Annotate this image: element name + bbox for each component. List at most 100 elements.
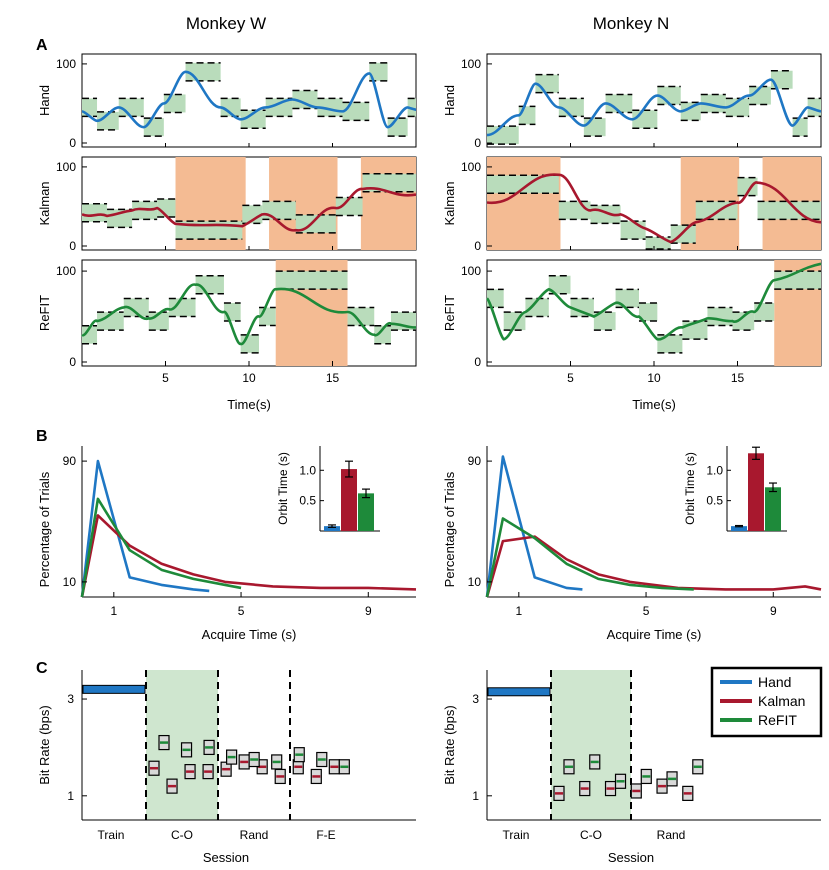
target-zone: [657, 334, 683, 353]
series-kalman: [80, 514, 417, 598]
x-tick-label: 15: [731, 371, 745, 385]
legend: Hand Kalman ReFIT: [710, 666, 823, 738]
y-tick-label: 100: [461, 160, 481, 174]
target-zone: [707, 307, 733, 326]
target-zone: [749, 86, 771, 105]
target-zone: [97, 111, 119, 130]
x-tick-label: 1: [515, 604, 522, 618]
y-tick-label: 1: [67, 789, 74, 803]
bar-refit: [765, 487, 781, 531]
legend-label-kalman: Kalman: [758, 693, 805, 709]
session-label: Train: [503, 828, 530, 842]
target-zone: [163, 94, 186, 113]
x-axis-label: Session: [608, 850, 654, 865]
target-zone: [242, 205, 263, 224]
x-tick-label: 5: [643, 604, 650, 618]
y-tick-label: 90: [468, 454, 482, 468]
target-zone: [342, 102, 370, 121]
y-tick-label: 100: [56, 57, 76, 71]
bar-kalman: [341, 469, 357, 531]
target-zone: [123, 298, 149, 317]
target-zone: [774, 271, 821, 290]
target-zone: [757, 201, 821, 220]
inset-y-axis-label: Orbit Time (s): [276, 452, 290, 525]
target-zone: [558, 201, 591, 220]
target-zone: [754, 303, 775, 321]
session-label: Rand: [240, 828, 269, 842]
y-tick-label: 0: [69, 355, 76, 369]
x-axis-label: Session: [203, 850, 249, 865]
y-tick-label: 0: [69, 136, 76, 150]
bar-refit: [358, 493, 374, 531]
y-axis-label: ReFIT: [37, 295, 52, 331]
panel-a-axes-refit: 0 100 ReFIT 5 10 15 Time(s): [37, 259, 417, 412]
bar-kalman: [748, 453, 764, 531]
panel-b-axes: 10 90 1 5 9 Acquire Time (s) Percentage of Tri…: [442, 446, 822, 642]
target-zone: [265, 98, 293, 117]
x-axis-label: Time(s): [227, 397, 271, 412]
y-tick-label: 100: [461, 264, 481, 278]
target-zone: [185, 62, 221, 81]
target-zone: [292, 90, 318, 109]
x-axis-label: Acquire Time (s): [607, 627, 702, 642]
series-refit: [80, 497, 242, 598]
train-hand-rate: [487, 687, 551, 697]
panel-b-axes: 10 90 1 5 9 Acquire Time (s) Percentage of Tri…: [37, 446, 417, 642]
series-kalman: [485, 535, 822, 598]
series-refit: [485, 517, 694, 598]
y-tick-label: 100: [56, 160, 76, 174]
x-tick-label: 10: [647, 371, 661, 385]
trace-hand: [81, 70, 417, 129]
legend-label-hand: Hand: [758, 674, 791, 690]
y-tick-label: 0: [69, 239, 76, 253]
legend-label-refit: ReFIT: [758, 712, 797, 728]
inset-bar-chart: 0.5 1.0 Orbit Time (s): [276, 446, 380, 532]
target-zone: [168, 298, 196, 317]
target-zone: [645, 237, 671, 249]
session-label: Rand: [657, 828, 686, 842]
panel-a-axes-kalman: 0 100 Kalman: [37, 156, 417, 253]
x-tick-label: 10: [242, 371, 256, 385]
target-zone: [570, 298, 594, 317]
target-zone: [620, 221, 646, 240]
x-tick-label: 5: [567, 371, 574, 385]
x-tick-label: 5: [162, 371, 169, 385]
target-zone: [275, 271, 348, 290]
target-zone: [792, 118, 808, 137]
target-zone: [525, 298, 549, 317]
inset-bar-chart: 0.5 1.0 Orbit Time (s): [683, 446, 787, 532]
target-zone: [770, 70, 793, 89]
y-axis-label: Kalman: [442, 181, 457, 225]
y-tick-label: 100: [56, 264, 76, 278]
panel-a-axes-refit: 0 100 ReFIT 5 10 15 Time(s): [442, 259, 822, 412]
bar-hand: [324, 526, 340, 531]
target-zone: [605, 94, 633, 113]
target-zone: [369, 62, 388, 81]
target-zone: [737, 177, 758, 196]
session-label: C-O: [580, 828, 602, 842]
y-tick-label: 10: [468, 575, 482, 589]
train-hand-rate: [82, 684, 146, 694]
bar-hand: [731, 526, 747, 531]
x-tick-label: 9: [770, 604, 777, 618]
y-axis-label: Bit Rate (bps): [442, 705, 457, 784]
orbit-region: [487, 157, 561, 250]
x-axis-label: Time(s): [632, 397, 676, 412]
target-zone: [335, 197, 363, 216]
trace-kalman: [486, 173, 822, 244]
title-monkey-n: Monkey N: [593, 14, 670, 33]
y-axis-label: Hand: [442, 85, 457, 116]
target-zone: [82, 203, 108, 222]
target-zone: [82, 325, 98, 344]
y-axis-label: Bit Rate (bps): [37, 705, 52, 784]
orbit-region: [360, 157, 416, 250]
y-tick-label: 1: [472, 789, 479, 803]
target-zone: [362, 173, 416, 192]
panel-a-axes-hand: 0 100 Hand: [37, 53, 417, 150]
panel-letter-c: C: [36, 660, 48, 677]
x-tick-label: 1: [110, 604, 117, 618]
target-zone: [657, 86, 681, 105]
